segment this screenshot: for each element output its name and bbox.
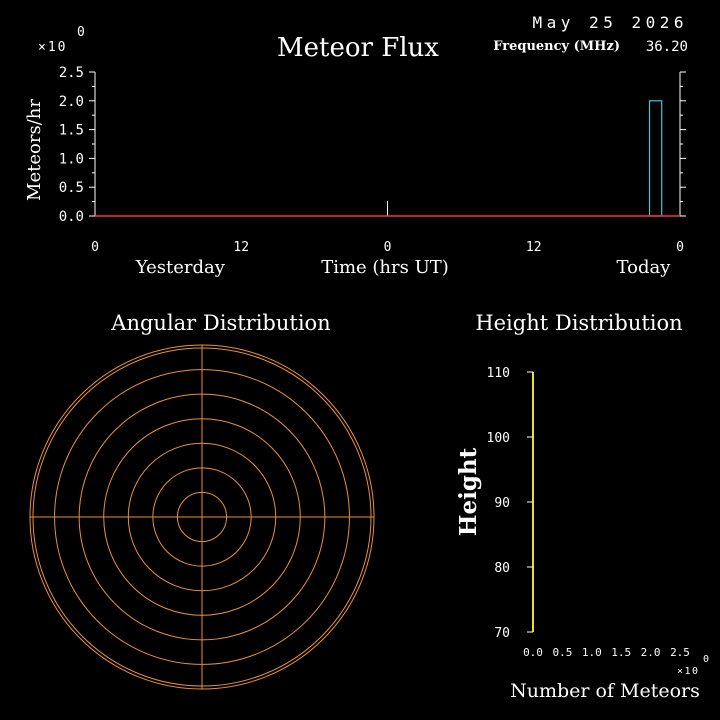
height-x-tick-label: 0.0 [523, 646, 543, 659]
height-y-tick-label: 80 [494, 561, 510, 576]
flux-day-label: Today [617, 257, 672, 278]
height-x-tick-label: 2.0 [641, 646, 661, 659]
height-x-tick-label: 0.5 [552, 646, 572, 659]
height-title: Height Distribution [475, 311, 682, 335]
height-ylabel: Height [455, 447, 482, 536]
height-y-tick-label: 90 [494, 496, 510, 511]
height-xlabel: Number of Meteors [510, 680, 700, 702]
angular-title: Angular Distribution [110, 311, 330, 335]
flux-y-tick-label: 0.0 [59, 209, 84, 225]
flux-x-tick-label: 12 [526, 240, 542, 255]
flux-xlabel: Time (hrs UT) [321, 257, 449, 278]
date-label: May 25 2026 [533, 13, 688, 32]
height-x-exponent-base: ×10 [677, 666, 700, 677]
exponent-power: 0 [77, 25, 85, 40]
flux-x-tick-label: 12 [233, 240, 249, 255]
exponent-base: ×10 [38, 40, 67, 55]
flux-day-label: Yesterday [135, 257, 226, 278]
height-y-tick-label: 100 [487, 431, 510, 446]
height-x-tick-label: 1.5 [611, 646, 631, 659]
flux-y-tick-label: 0.5 [59, 180, 84, 196]
height-x-exponent-power: 0 [703, 654, 709, 665]
flux-bar [648, 100, 663, 217]
frequency-value: 36.20 [646, 39, 688, 55]
flux-title: Meteor Flux [277, 33, 439, 63]
flux-x-tick-label: 0 [384, 240, 392, 255]
height-x-tick-label: 2.5 [670, 646, 690, 659]
flux-axes: 0.0 0.5 1.0 1.5 2.0 2.5 0 12 0 12 0 Yesterday Today [59, 65, 686, 278]
flux-y-tick-label: 1.0 [59, 151, 84, 167]
flux-x-tick-label: 0 [676, 240, 684, 255]
flux-y-tick-label: 2.5 [59, 65, 84, 81]
height-x-tick-label: 1.0 [582, 646, 602, 659]
flux-ylabel: Meteors/hr [24, 99, 45, 201]
flux-x-tick-label: 0 [91, 240, 99, 255]
flux-y-tick-label: 2.0 [59, 94, 84, 110]
height-y-tick-label: 110 [487, 366, 510, 381]
flux-y-tick-label: 1.5 [59, 123, 84, 139]
angular-polar-plot [29, 344, 375, 690]
height-axes: 70 80 90 100 110 0.0 0.5 1.0 1.5 2.0 2.5 [487, 366, 690, 659]
height-y-tick-label: 70 [494, 626, 510, 641]
frequency-label: Frequency (MHz) [493, 39, 620, 54]
flux-plot [95, 100, 680, 217]
